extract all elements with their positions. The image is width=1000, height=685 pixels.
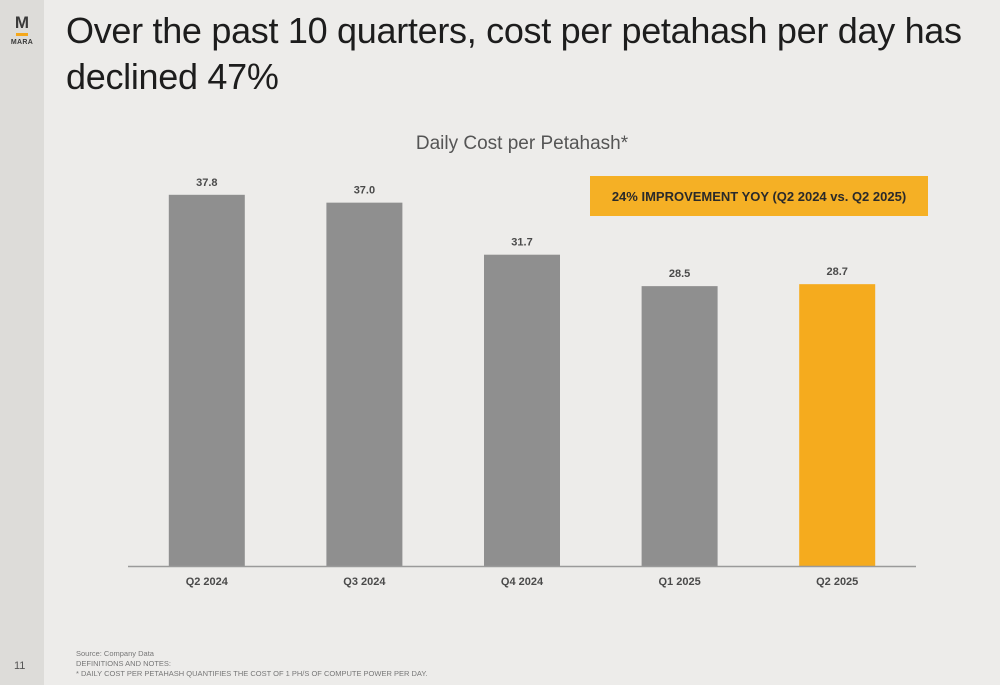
logo: M MARA — [8, 14, 36, 46]
x-tick-label: Q1 2025 — [658, 576, 700, 588]
bar-q4-2024 — [484, 254, 560, 566]
footer-note: * DAILY COST PER PETAHASH QUANTIFIES THE… — [76, 669, 428, 678]
bar-q2-2024 — [168, 194, 245, 566]
value-label: 31.7 — [511, 237, 532, 249]
value-label: 28.5 — [669, 268, 690, 280]
value-label: 37.0 — [354, 185, 375, 197]
bar-q3-2024 — [326, 202, 403, 566]
x-tick-label: Q4 2024 — [501, 576, 544, 588]
footer-definitions: DEFINITIONS AND NOTES: — [76, 659, 172, 668]
value-label: 37.8 — [196, 177, 217, 189]
page-number: 11 — [14, 660, 26, 672]
left-sidebar: M MARA 11 — [0, 0, 44, 685]
page-title: Over the past 10 quarters, cost per peta… — [66, 10, 962, 97]
bar-q2-2025 — [799, 284, 876, 566]
x-tick-label: Q2 2025 — [816, 576, 858, 588]
chart-title: Daily Cost per Petahash* — [415, 133, 629, 154]
x-tick-label: Q3 2024 — [343, 576, 386, 588]
footer-source: Source: Company Data — [76, 649, 154, 658]
logo-underline — [16, 33, 28, 36]
bar-q1-2025 — [641, 286, 718, 566]
value-label: 28.7 — [826, 266, 847, 278]
improvement-callout: 24% IMPROVEMENT YOY (Q2 2024 vs. Q2 2025… — [590, 176, 928, 216]
logo-name: MARA — [10, 39, 34, 46]
footer-notes: Source: Company Data DEFINITIONS AND NOT… — [76, 649, 427, 679]
logo-mark: M — [14, 13, 30, 32]
x-tick-label: Q2 2024 — [186, 576, 229, 588]
